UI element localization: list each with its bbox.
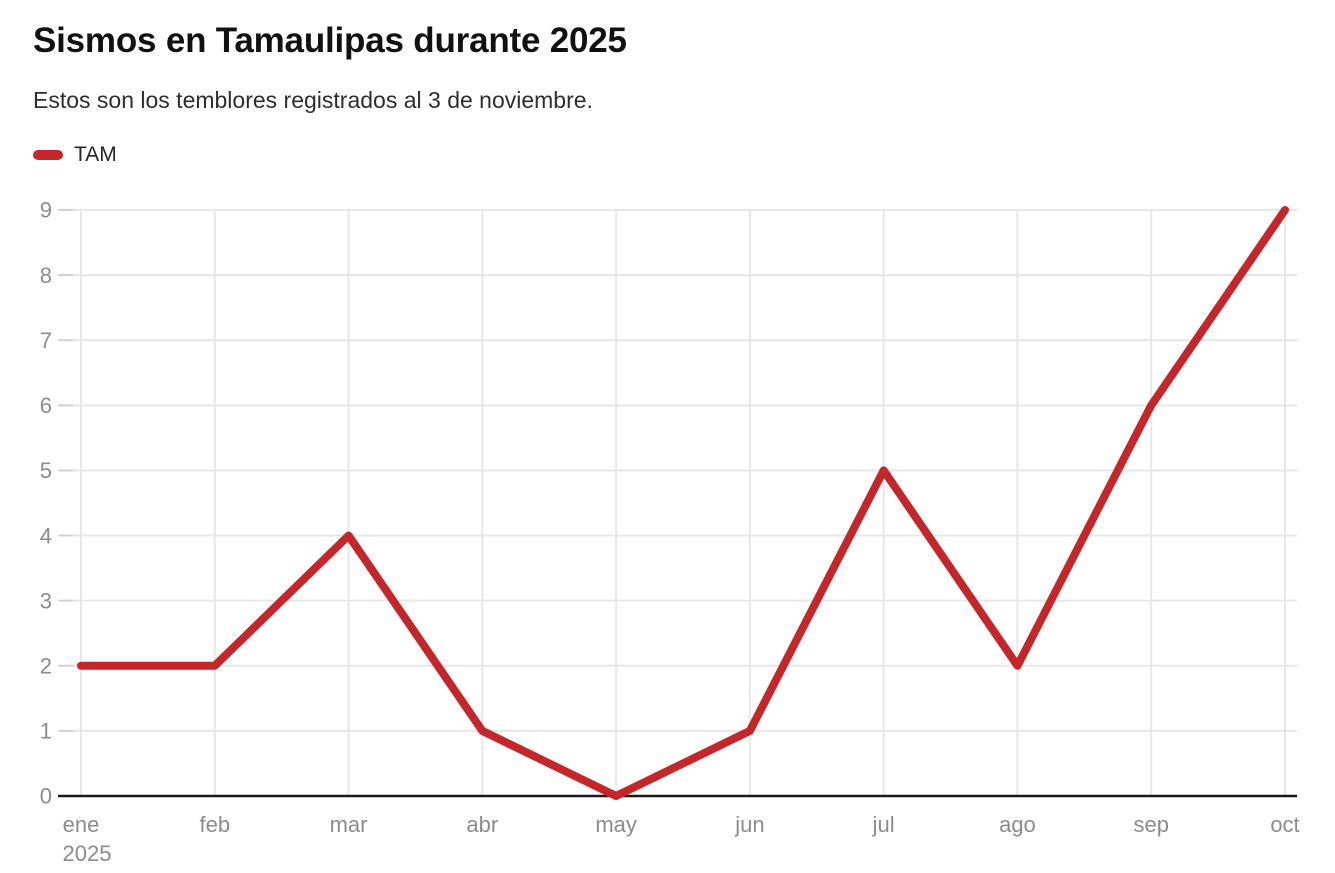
y-tick-label-9: 9 — [40, 197, 52, 222]
chart-subtitle: Estos son los temblores registrados al 3… — [33, 87, 593, 113]
x-tick-label-ene: ene — [63, 812, 100, 837]
x-tick-sublabel-ene: 2025 — [63, 841, 112, 866]
chart-header: Sismos en Tamaulipas durante 2025 Estos … — [0, 0, 1335, 167]
x-tick-label-may: may — [595, 812, 637, 837]
line-chart-svg: 0 1 2 3 4 5 6 7 8 9 ene 2025 feb mar abr may jun jul ago se… — [40, 197, 1300, 866]
y-tick-label-3: 3 — [40, 588, 52, 613]
x-tick-label-sep: sep — [1133, 812, 1168, 837]
y-tick-label-0: 0 — [40, 783, 52, 808]
x-tick-label-ago: ago — [999, 812, 1036, 837]
y-tick-label-6: 6 — [40, 393, 52, 418]
y-tick-label-5: 5 — [40, 458, 52, 483]
x-tick-label-feb: feb — [199, 812, 230, 837]
series-line-tam — [77, 205, 1289, 800]
legend-series-label: TAM — [74, 142, 117, 166]
x-tick-label-jun: jun — [734, 812, 764, 837]
y-tick-label-7: 7 — [40, 328, 52, 353]
legend-swatch-icon — [33, 149, 63, 160]
y-tick-label-4: 4 — [40, 523, 52, 548]
x-tick-label-abr: abr — [466, 812, 498, 837]
chart-title: Sismos en Tamaulipas durante 2025 — [33, 21, 627, 60]
chart-legend: TAM — [33, 143, 1302, 167]
x-tick-label-jul: jul — [872, 812, 895, 837]
y-tick-label-1: 1 — [40, 718, 52, 743]
y-tick-label-8: 8 — [40, 263, 52, 288]
x-tick-label-oct: oct — [1270, 812, 1299, 837]
x-tick-label-mar: mar — [330, 812, 368, 837]
y-tick-label-2: 2 — [40, 653, 52, 678]
